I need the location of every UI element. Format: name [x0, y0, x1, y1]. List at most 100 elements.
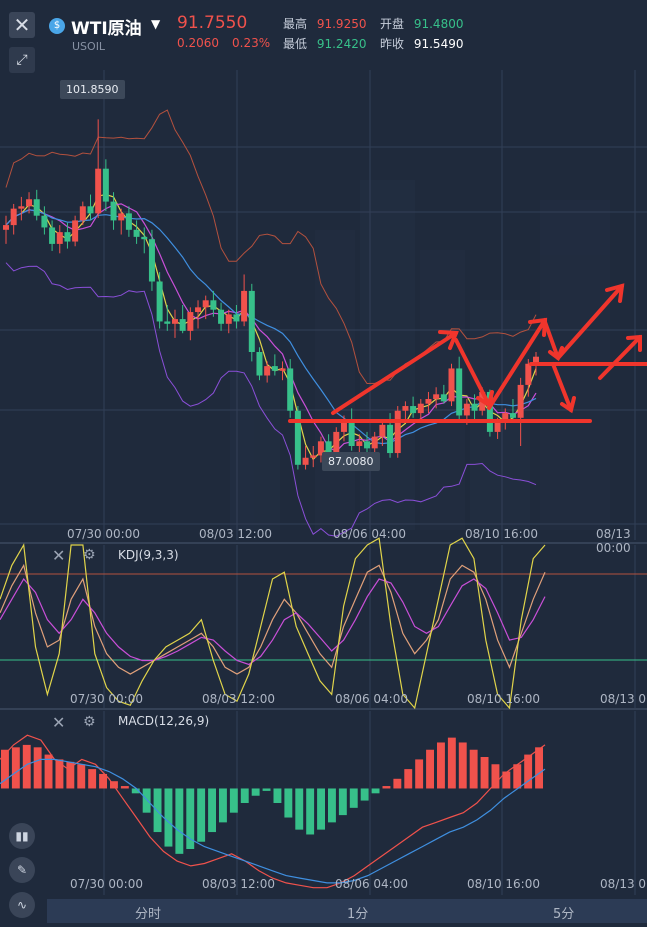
indicator-icon[interactable]: ∿: [9, 892, 35, 918]
candle-body: [10, 208, 17, 226]
candle-body: [525, 363, 532, 385]
candle-body: [517, 384, 524, 418]
symbol-name[interactable]: WTI原油: [71, 19, 142, 39]
candle-body: [95, 168, 102, 214]
macd-histogram-bar: [208, 788, 216, 833]
macd-histogram-bar: [77, 764, 86, 789]
tab-time-share[interactable]: 分时: [135, 907, 162, 922]
min-price-callout: 87.0080: [322, 452, 380, 471]
candle-body: [456, 368, 463, 416]
down-arrow-2: [543, 320, 560, 360]
close-macd-icon[interactable]: ✕: [52, 713, 66, 732]
macd-histogram-bar: [491, 764, 500, 789]
high-stat: 最高 91.9250: [283, 15, 366, 32]
close-kdj-icon[interactable]: ✕: [52, 546, 66, 565]
candle-body: [340, 420, 347, 432]
candle-body: [3, 225, 9, 230]
candle-body: [87, 206, 94, 214]
macd-histogram-bar: [88, 769, 97, 789]
candle-body: [18, 206, 25, 209]
chevron-down-icon[interactable]: ▼: [151, 17, 161, 31]
macd-x-label-1: 07/30 00:00: [70, 877, 143, 891]
candle-body: [264, 366, 271, 376]
trend-annotations: [288, 283, 647, 423]
candlestick-icon[interactable]: ▮▮: [9, 823, 35, 849]
macd-x-label-4: 08/10 16:00: [467, 877, 540, 891]
macd-histogram-bar: [1, 749, 9, 789]
candle-body: [102, 168, 109, 202]
candle-body: [33, 199, 40, 216]
macd-histogram-bar: [219, 788, 227, 823]
candle-body: [417, 403, 424, 414]
open-stat: 开盘 91.4800: [380, 15, 463, 32]
symbol-icon: $: [49, 18, 65, 34]
last-price: 91.7550: [177, 13, 248, 33]
kdj-title: KDJ(9,3,3): [118, 548, 179, 562]
gear-icon[interactable]: ⚙: [83, 714, 96, 730]
tab-5min[interactable]: 5分: [553, 907, 575, 922]
macd-histogram-bar: [240, 788, 249, 803]
macd-histogram-bar: [44, 754, 53, 789]
candle-body: [241, 290, 248, 322]
kdj-x-label-2: 08/03 12:00: [202, 692, 275, 706]
candle-body: [394, 410, 401, 454]
close-icon[interactable]: ✕: [9, 12, 35, 38]
candle-body: [202, 300, 209, 308]
gear-icon[interactable]: ⚙: [83, 547, 96, 563]
candle-body: [225, 314, 232, 324]
macd-histogram-bar: [153, 788, 162, 833]
upper-band-line: [5, 109, 537, 385]
candle-body: [156, 281, 163, 322]
down-arrow-1: [454, 338, 491, 407]
price-change: 0.2060: [177, 36, 219, 50]
macd-title: MACD(12,26,9): [118, 714, 210, 728]
candle-body: [448, 368, 455, 402]
macd-histogram-bar: [382, 786, 391, 789]
candle-body: [333, 431, 340, 456]
candle-body: [364, 441, 371, 449]
candle-body: [72, 220, 79, 242]
candle-body: [302, 457, 309, 465]
macd-histogram-bar: [164, 788, 173, 847]
open-value: 91.4800: [413, 17, 464, 31]
candle-body: [210, 300, 217, 310]
main-x-label-2: 08/03 12:00: [199, 527, 272, 541]
macd-histogram-bar: [11, 747, 20, 789]
macd-histogram-bar: [131, 788, 140, 794]
expand-icon[interactable]: ⤢: [9, 47, 35, 73]
macd-histogram-bar: [360, 788, 369, 801]
macd-histogram-bar: [513, 764, 522, 789]
candle-body: [195, 307, 202, 313]
candle-body: [271, 366, 278, 371]
macd-histogram-bar: [262, 788, 271, 791]
lower-band-line: [5, 262, 537, 537]
candle-body: [218, 309, 225, 324]
ma-mid-line: [5, 203, 537, 452]
macd-histogram-bar: [99, 773, 107, 789]
macd-histogram-bar: [317, 788, 325, 830]
candle-body: [509, 413, 516, 418]
arrowhead-5: [605, 283, 625, 303]
candle-body: [433, 394, 440, 399]
macd-dif-line: [0, 734, 546, 889]
pencil-icon[interactable]: ✎: [9, 857, 35, 883]
up-arrow-4: [598, 335, 642, 380]
macd-histogram-bar: [328, 788, 336, 823]
macd-histogram-bar: [371, 788, 380, 794]
macd-histogram-bar: [306, 788, 315, 835]
candle-body: [379, 424, 386, 437]
candle-body: [133, 229, 140, 237]
ma-slow-line: [5, 209, 537, 445]
candle-body: [425, 399, 432, 404]
macd-histogram-bar: [175, 788, 184, 854]
macd-histogram-bar: [393, 778, 402, 789]
tab-1min[interactable]: 1分: [347, 907, 369, 922]
candle-body: [371, 436, 378, 449]
quote-header: ✕ ⤢ $ WTI原油 ▼ USOIL 91.7550 0.2060 0.23%…: [0, 0, 647, 73]
candle-body: [187, 312, 194, 331]
main-x-label-1: 07/30 00:00: [67, 527, 140, 541]
macd-histogram-bar: [251, 788, 260, 796]
kdj-d-line: [0, 577, 546, 666]
candle-body: [56, 232, 63, 244]
